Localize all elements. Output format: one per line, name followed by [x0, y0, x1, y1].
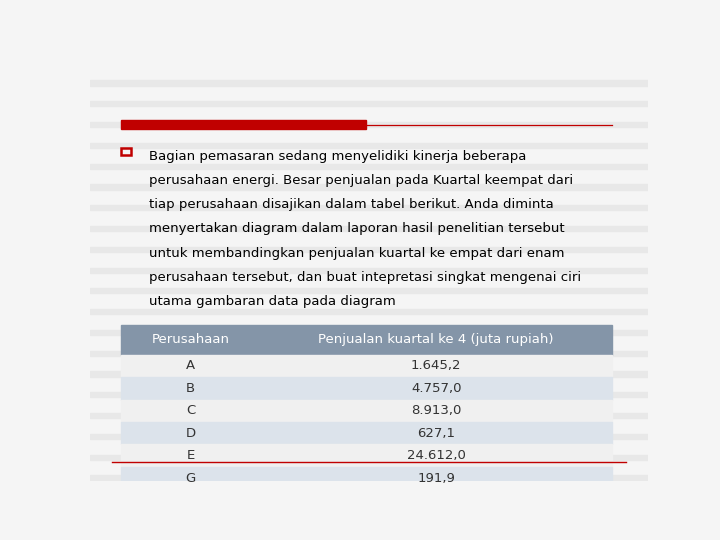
Text: 627,1: 627,1 — [417, 427, 455, 440]
Text: 8.913,0: 8.913,0 — [411, 404, 462, 417]
Bar — [90, 143, 648, 148]
Text: untuk membandingkan penjualan kuartal ke empat dari enam: untuk membandingkan penjualan kuartal ke… — [148, 246, 564, 260]
Bar — [90, 413, 648, 418]
Bar — [121, 147, 131, 155]
Text: C: C — [186, 404, 195, 417]
Text: 24.612,0: 24.612,0 — [407, 449, 466, 462]
Text: Penjualan kuartal ke 4 (juta rupiah): Penjualan kuartal ke 4 (juta rupiah) — [318, 333, 554, 346]
Text: 1.645,2: 1.645,2 — [411, 359, 462, 373]
Text: D: D — [186, 427, 196, 440]
Text: 4.757,0: 4.757,0 — [411, 382, 462, 395]
Text: A: A — [186, 359, 195, 373]
Text: perusahaan energi. Besar penjualan pada Kuartal keempat dari: perusahaan energi. Besar penjualan pada … — [148, 174, 572, 187]
Bar — [90, 226, 648, 231]
Bar — [121, 422, 612, 444]
Text: perusahaan tersebut, dan buat intepretasi singkat mengenai ciri: perusahaan tersebut, dan buat intepretas… — [148, 271, 581, 284]
Bar — [90, 247, 648, 252]
Bar — [90, 475, 648, 481]
Text: tiap perusahaan disajikan dalam tabel berikut. Anda diminta: tiap perusahaan disajikan dalam tabel be… — [148, 198, 554, 211]
Bar — [90, 372, 648, 377]
Text: Bagian pemasaran sedang menyelidiki kinerja beberapa: Bagian pemasaran sedang menyelidiki kine… — [148, 150, 526, 163]
Bar — [121, 355, 612, 377]
Bar — [90, 350, 648, 356]
Bar — [90, 101, 648, 106]
Bar — [90, 455, 648, 460]
Text: menyertakan diagram dalam laporan hasil penelitian tersebut: menyertakan diagram dalam laporan hasil … — [148, 222, 564, 235]
Bar — [90, 309, 648, 314]
Bar — [121, 400, 612, 422]
Text: utama gambaran data pada diagram: utama gambaran data pada diagram — [148, 295, 395, 308]
Bar — [90, 205, 648, 210]
Bar — [90, 330, 648, 335]
Bar — [121, 120, 366, 129]
Bar — [90, 164, 648, 168]
Text: B: B — [186, 382, 195, 395]
Bar — [90, 80, 648, 85]
Bar — [90, 392, 648, 397]
Bar — [90, 434, 648, 439]
Text: 191,9: 191,9 — [418, 471, 455, 484]
Bar — [90, 288, 648, 294]
Bar — [90, 267, 648, 273]
Bar — [121, 444, 612, 467]
Bar — [90, 184, 648, 190]
Text: G: G — [186, 471, 196, 484]
Bar — [90, 122, 648, 127]
Text: E: E — [186, 449, 195, 462]
Text: Perusahaan: Perusahaan — [152, 333, 230, 346]
Bar — [121, 467, 612, 489]
Bar — [121, 325, 612, 355]
Bar — [121, 377, 612, 400]
